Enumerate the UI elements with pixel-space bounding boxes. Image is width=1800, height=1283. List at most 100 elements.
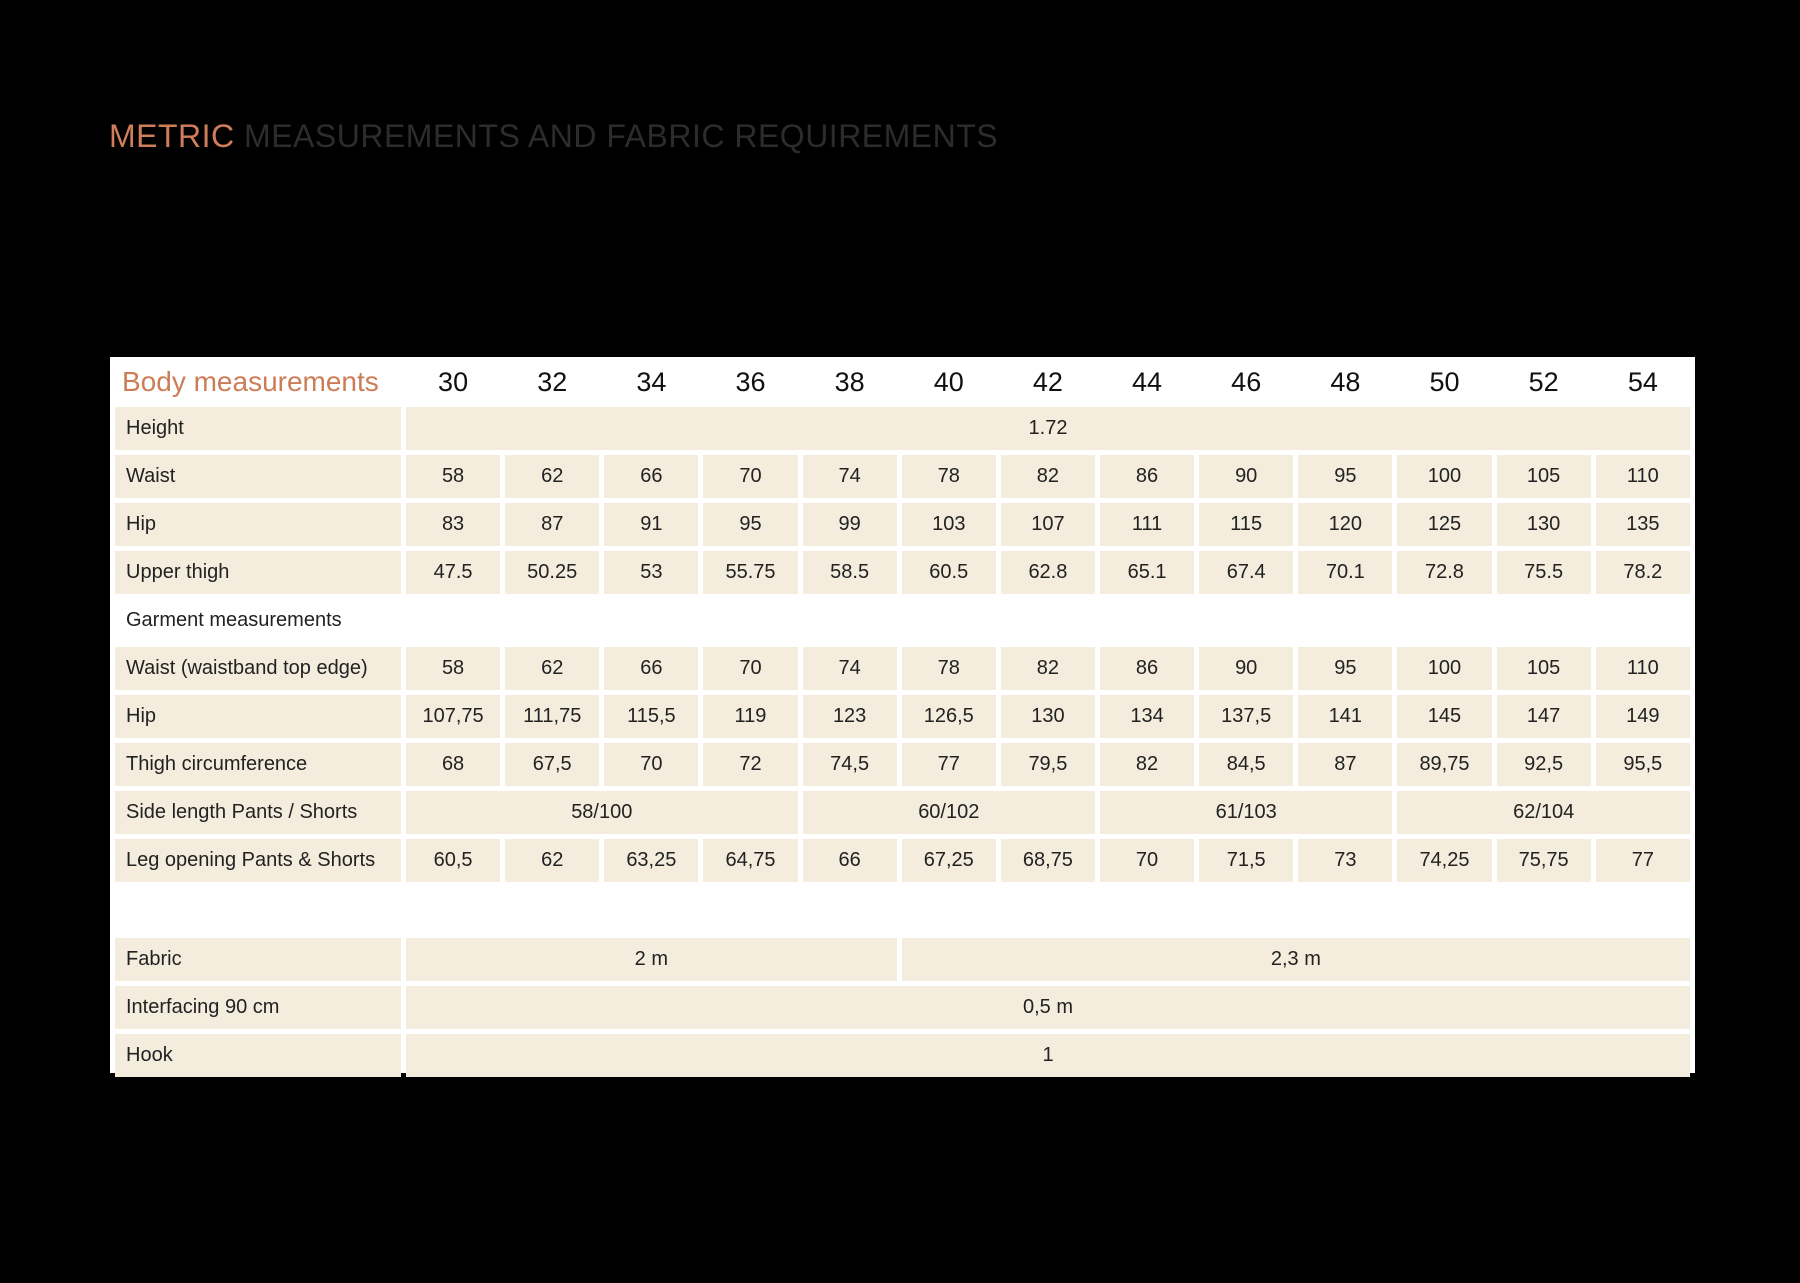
table-cell: 47.5 (406, 551, 501, 594)
interfacing-row: Interfacing 90 cm 0,5 m (115, 986, 1690, 1029)
size-header-row: Body measurements 30 32 34 36 38 40 42 4… (115, 362, 1690, 402)
size-header: 40 (901, 362, 996, 402)
upper-thigh-row: Upper thigh 47.5 50.25 53 55.75 58.5 60.… (115, 551, 1690, 594)
table-cell: 103 (901, 503, 996, 546)
table-cell: 63,25 (604, 839, 699, 882)
table-cell: 67.4 (1199, 551, 1294, 594)
size-header: 48 (1298, 362, 1393, 402)
row-label: Hip (115, 503, 401, 546)
table-cell: 70.1 (1298, 551, 1393, 594)
table-spacer-row (115, 887, 1690, 933)
table-cell: 2,3 m (901, 938, 1690, 981)
table-cell: 84,5 (1199, 743, 1294, 786)
leg-opening-row: Leg opening Pants & Shorts 60,5 62 63,25… (115, 839, 1690, 882)
table-cell: 83 (406, 503, 501, 546)
table-cell: 1.72 (406, 407, 1690, 450)
table-cell: 95 (1298, 647, 1393, 690)
table-cell: 77 (901, 743, 996, 786)
size-header: 44 (1099, 362, 1195, 402)
table-cell: 82 (1000, 647, 1095, 690)
table-cell: 90 (1199, 647, 1294, 690)
table-cell: 62/104 (1397, 791, 1690, 834)
table-cell: 82 (1099, 743, 1195, 786)
table-cell: 55.75 (703, 551, 798, 594)
table-cell: 73 (1298, 839, 1393, 882)
table-cell: 58 (406, 455, 501, 498)
table-cell: 70 (703, 455, 798, 498)
table-cell: 125 (1397, 503, 1492, 546)
table-cell: 99 (802, 503, 897, 546)
table-cell: 115 (1199, 503, 1294, 546)
table-cell: 141 (1298, 695, 1393, 738)
table-cell: 70 (1099, 839, 1195, 882)
table-cell: 86 (1099, 455, 1195, 498)
table-cell: 130 (1496, 503, 1591, 546)
table-cell: 95 (703, 503, 798, 546)
row-label: Interfacing 90 cm (115, 986, 401, 1029)
table-cell: 149 (1595, 695, 1690, 738)
table-cell: 65.1 (1099, 551, 1195, 594)
measurements-table-card: Body measurements 30 32 34 36 38 40 42 4… (110, 357, 1695, 1077)
table-cell: 68 (406, 743, 501, 786)
table-cell: 87 (505, 503, 600, 546)
table-cell: 95,5 (1595, 743, 1690, 786)
row-label: Hip (115, 695, 401, 738)
table-cell: 68,75 (1000, 839, 1095, 882)
table-cell: 78 (901, 455, 996, 498)
table-cell: 58.5 (802, 551, 897, 594)
size-header: 52 (1496, 362, 1591, 402)
size-header: 46 (1199, 362, 1294, 402)
size-header: 50 (1397, 362, 1492, 402)
table-cell: 107 (1000, 503, 1095, 546)
fabric-row: Fabric 2 m 2,3 m (115, 938, 1690, 981)
row-label: Fabric (115, 938, 401, 981)
table-cell: 147 (1496, 695, 1591, 738)
row-label: Thigh circumference (115, 743, 401, 786)
table-cell: 1 (406, 1034, 1690, 1077)
table-cell: 60.5 (901, 551, 996, 594)
hip-row: Hip 83 87 91 95 99 103 107 111 115 120 1… (115, 503, 1690, 546)
row-label: Hook (115, 1034, 401, 1077)
table-cell: 64,75 (703, 839, 798, 882)
table-cell: 72.8 (1397, 551, 1492, 594)
table-cell: 120 (1298, 503, 1393, 546)
row-label: Height (115, 407, 401, 450)
size-header: 30 (406, 362, 501, 402)
table-cell: 62 (505, 455, 600, 498)
garment-section-row: Garment measurements (115, 599, 1690, 642)
table-cell: 123 (802, 695, 897, 738)
table-cell: 74 (802, 647, 897, 690)
row-label: Waist (115, 455, 401, 498)
table-cell: 66 (604, 647, 699, 690)
side-length-row: Side length Pants / Shorts 58/100 60/102… (115, 791, 1690, 834)
table-cell: 77 (1595, 839, 1690, 882)
table-cell: 74 (802, 455, 897, 498)
table-cell: 89,75 (1397, 743, 1492, 786)
table-cell: 78.2 (1595, 551, 1690, 594)
table-cell: 130 (1000, 695, 1095, 738)
body-measurements-heading: Body measurements (115, 362, 401, 402)
table-cell: 78 (901, 647, 996, 690)
table-cell: 70 (604, 743, 699, 786)
row-label: Waist (waistband top edge) (115, 647, 401, 690)
table-cell: 71,5 (1199, 839, 1294, 882)
table-cell: 105 (1496, 455, 1591, 498)
table-cell: 75,75 (1496, 839, 1591, 882)
table-cell: 58 (406, 647, 501, 690)
table-cell: 82 (1000, 455, 1095, 498)
table-cell: 53 (604, 551, 699, 594)
table-cell: 61/103 (1099, 791, 1393, 834)
garment-waist-row: Waist (waistband top edge) 58 62 66 70 7… (115, 647, 1690, 690)
table-cell: 67,25 (901, 839, 996, 882)
table-cell: 74,25 (1397, 839, 1492, 882)
table-cell: 70 (703, 647, 798, 690)
table-cell: 145 (1397, 695, 1492, 738)
table-cell: 86 (1099, 647, 1195, 690)
table-cell: 107,75 (406, 695, 501, 738)
size-header: 54 (1595, 362, 1690, 402)
table-cell: 2 m (406, 938, 897, 981)
size-header: 36 (703, 362, 798, 402)
table-cell: 110 (1595, 455, 1690, 498)
row-label: Side length Pants / Shorts (115, 791, 401, 834)
table-cell: 60/102 (802, 791, 1095, 834)
